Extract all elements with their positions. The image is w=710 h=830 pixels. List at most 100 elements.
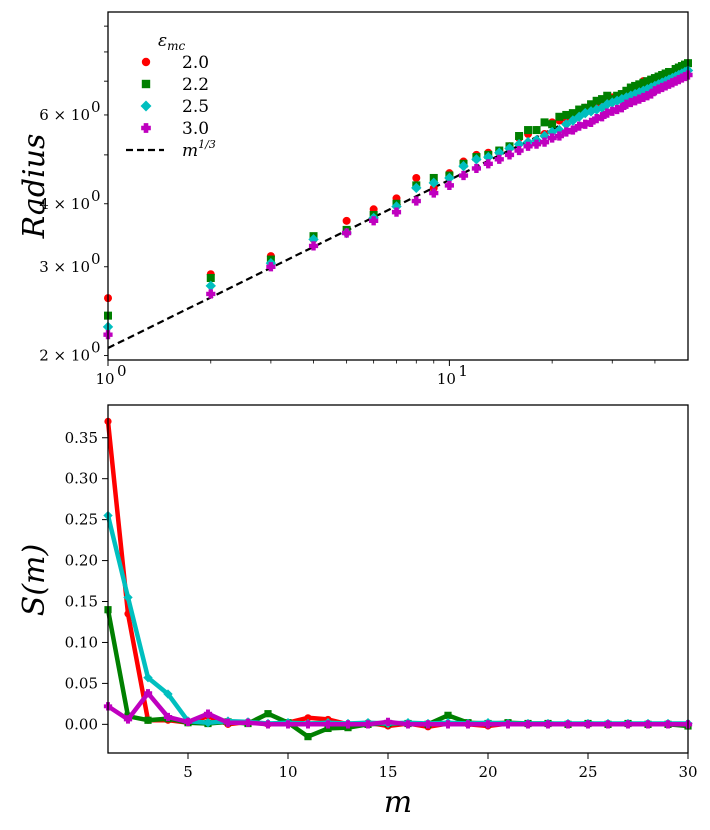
radius-point [585, 106, 597, 117]
radius-point [568, 125, 578, 135]
radius-point [444, 172, 455, 184]
data-point [343, 720, 353, 729]
radius-point [471, 163, 482, 174]
legend-marker-2.2 [141, 79, 151, 89]
radius-point [458, 170, 469, 181]
radius-point [206, 274, 215, 283]
legend-label-2.5: 2.5 [182, 97, 209, 117]
radius-point [554, 131, 564, 141]
legend-label-reference-exponent: 1/3 [198, 138, 216, 151]
radius-point [561, 119, 572, 130]
x-tick-label: 15 [378, 763, 397, 781]
data-point [603, 720, 613, 729]
radius-point [622, 86, 631, 95]
radius-point [562, 110, 571, 119]
radius-axes-frame [107, 11, 689, 361]
radius-point [308, 241, 319, 251]
radius-point [342, 216, 351, 225]
legend-label-reference: m1/3 [182, 138, 216, 161]
series-points-2.0 [104, 417, 692, 731]
legend-marker-3.0 [141, 123, 151, 133]
radius-point [471, 154, 482, 165]
radius-point [494, 147, 505, 158]
radius-point [587, 100, 596, 109]
radius-point [598, 95, 607, 104]
data-point [543, 720, 553, 729]
radius-point [513, 138, 525, 150]
radius-point [391, 207, 402, 217]
radius-ylabel: Radius [17, 134, 52, 240]
y-tick-label: 0.10 [65, 633, 98, 651]
radius-point [581, 103, 590, 112]
data-point [483, 720, 493, 729]
data-point [203, 718, 213, 728]
radius-ticks: 10 0 10 12 × 10 03 × 10 04 × 10 06 × 10 0 [39, 25, 656, 388]
y-tick-label: 0.05 [65, 674, 98, 692]
radius-point [573, 111, 585, 122]
series-line-2.0 [105, 421, 689, 730]
radius-point [411, 182, 422, 194]
data-point [563, 720, 573, 729]
radius-point [548, 120, 557, 129]
radius-point [342, 228, 352, 238]
radius-point [645, 82, 657, 93]
data-point [423, 720, 433, 729]
radius-point [568, 109, 577, 118]
data-point [403, 720, 413, 729]
radius-point [575, 105, 584, 114]
radius-point [591, 104, 602, 115]
radius-point [555, 112, 564, 121]
radius-ytick-label: 3 × 10 [39, 258, 90, 276]
data-point [443, 720, 453, 729]
radius-point [494, 154, 504, 164]
data-point [444, 711, 452, 719]
data-point [383, 717, 393, 727]
series-line-2.5 [105, 514, 688, 726]
radius-point [391, 201, 402, 212]
radius-point [635, 80, 644, 89]
legend-marker-2.5 [140, 100, 152, 112]
data-point [203, 709, 213, 718]
s-of-m-ylabel: S(m) [17, 544, 52, 616]
radius-xtick-exponent: 0 [117, 362, 127, 380]
radius-point [504, 143, 515, 154]
data-point [123, 715, 133, 724]
data-point [283, 720, 293, 729]
radius-point [540, 118, 549, 127]
radius-point [567, 115, 579, 126]
radius-point [539, 130, 550, 142]
radius-panel: 10 0 10 12 × 10 03 × 10 04 × 10 06 × 10 0 Radiu… [17, 11, 694, 388]
radius-point [206, 289, 216, 299]
data-point [663, 720, 673, 729]
radius-point [412, 173, 421, 182]
legend-marker-2.0 [141, 57, 151, 67]
radius-point [523, 141, 533, 151]
data-point [143, 672, 153, 683]
series-points-2.5 [103, 510, 693, 729]
series-line-3.0 [106, 690, 688, 727]
data-point [523, 720, 533, 729]
radius-point [646, 89, 656, 99]
y-tick-label: 0.20 [65, 552, 98, 570]
radius-ytick-exponent: 0 [91, 250, 101, 268]
radius-point [444, 180, 454, 190]
legend-title: εmc [158, 31, 186, 53]
y-tick-label: 0.35 [65, 429, 98, 447]
data-point [503, 720, 513, 729]
x-tick-label: 5 [183, 763, 193, 781]
radius-point [531, 139, 542, 149]
radius-point [483, 151, 494, 163]
data-point [263, 720, 273, 729]
legend-label-2.2: 2.2 [182, 75, 209, 95]
radius-point [205, 280, 216, 292]
radius-xtick-label: 10 [437, 370, 456, 388]
s-of-m-axes-frame [107, 404, 689, 754]
data-point [264, 710, 272, 718]
data-point [243, 718, 253, 727]
data-point [303, 720, 313, 729]
radius-point [574, 121, 584, 131]
radius-point [607, 106, 617, 116]
radius-ytick-exponent: 0 [91, 187, 101, 205]
radius-point [546, 126, 558, 138]
